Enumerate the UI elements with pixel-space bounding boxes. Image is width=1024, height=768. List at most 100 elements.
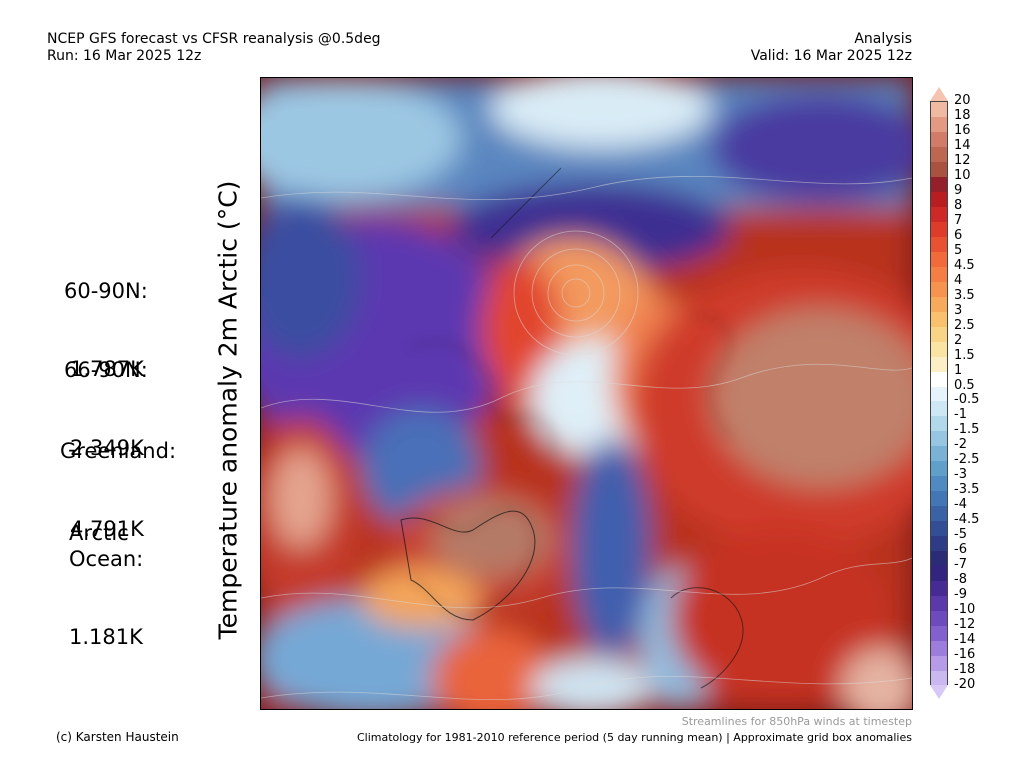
colorbar-tick-label: 2.5 xyxy=(954,317,975,333)
colorbar-tick-label: 1 xyxy=(954,362,963,378)
colorbar-tick-label: -7 xyxy=(954,557,967,573)
colorbar-segment xyxy=(931,326,947,343)
colorbar-segment xyxy=(931,581,947,597)
colorbar-segment xyxy=(931,102,947,118)
colorbar-tick-label: 7 xyxy=(954,212,963,228)
colorbar-segment xyxy=(931,236,947,253)
colorbar-tick-label: 12 xyxy=(954,152,971,168)
colorbar-segment xyxy=(931,341,947,358)
colorbar-segment xyxy=(931,311,947,328)
colorbar-segment xyxy=(931,671,947,687)
colorbar-segment xyxy=(931,386,947,402)
colorbar-segment xyxy=(931,146,947,163)
colorbar-tick-label: -14 xyxy=(954,632,976,648)
stat-value: 1.787K xyxy=(70,357,144,381)
stat-60-90n: 60-90N: 1.787K xyxy=(64,226,148,408)
colorbar-segment xyxy=(931,641,947,657)
colorbar-segment xyxy=(931,476,947,492)
colorbar-tick-label: 3.5 xyxy=(954,287,975,303)
colorbar-segment xyxy=(931,431,947,447)
colorbar-tick-label: -3.5 xyxy=(954,482,980,498)
colorbar-segment xyxy=(931,296,947,313)
colorbar-segment xyxy=(931,131,947,148)
colorbar-tick-label: -9 xyxy=(954,587,967,603)
colorbar-tick-label: 10 xyxy=(954,167,971,183)
colorbar-scale xyxy=(930,101,948,687)
colorbar-segment xyxy=(931,506,947,522)
colorbar-segment xyxy=(931,356,947,373)
stat-66-90n: 66-90N: 2.349K xyxy=(64,305,148,487)
colorbar-segment xyxy=(931,656,947,672)
colorbar-segment xyxy=(931,611,947,627)
colorbar-segment xyxy=(931,281,947,298)
y-axis-label: Temperature anomaly 2m Arctic (°C) xyxy=(213,180,243,640)
colorbar-tick-label: 16 xyxy=(954,122,971,138)
colorbar-tick-label: 0.5 xyxy=(954,377,975,393)
colorbar-tick-label: 3 xyxy=(954,302,963,318)
anomaly-map xyxy=(260,77,913,710)
colorbar xyxy=(930,87,948,699)
colorbar-segment xyxy=(931,491,947,507)
stat-greenland: Greenland: 4.791K xyxy=(60,386,176,568)
stat-value: 4.791K xyxy=(70,517,144,541)
colorbar-segment xyxy=(931,416,947,432)
colorbar-segment xyxy=(931,251,947,268)
colorbar-tick-label: 14 xyxy=(954,137,971,153)
colorbar-tick-label: -6 xyxy=(954,542,967,558)
colorbar-segment xyxy=(931,176,947,193)
colorbar-tick-label: -20 xyxy=(954,677,976,692)
chart-title: NCEP GFS forecast vs CFSR reanalysis @0.… xyxy=(47,31,381,47)
colorbar-tick-label: -16 xyxy=(954,647,976,663)
colorbar-segment xyxy=(931,206,947,223)
colorbar-tick-label: -1.5 xyxy=(954,422,980,438)
colorbar-tick-label: 4 xyxy=(954,272,963,288)
colorbar-tick-label: 20 xyxy=(954,93,971,108)
colorbar-tick-label: -4 xyxy=(954,497,967,513)
colorbar-tick-label: -5 xyxy=(954,527,967,543)
colorbar-segment xyxy=(931,116,947,133)
colorbar-segment xyxy=(931,536,947,552)
colorbar-segment xyxy=(931,221,947,238)
colorbar-segment xyxy=(931,161,947,178)
colorbar-tick-label: -18 xyxy=(954,662,976,678)
header-left: NCEP GFS forecast vs CFSR reanalysis @0.… xyxy=(47,31,381,65)
colorbar-tick-label: -2.5 xyxy=(954,452,980,468)
colorbar-min-arrow xyxy=(930,685,948,699)
colorbar-segment xyxy=(931,266,947,283)
colorbar-segment xyxy=(931,461,947,477)
colorbar-tick-label: -8 xyxy=(954,572,967,588)
colorbar-tick-label: 6 xyxy=(954,227,963,243)
stat-arctic-ocean: Arctic Ocean: 1.181K xyxy=(69,468,143,676)
stat-label: 66-90N: xyxy=(64,358,148,382)
colorbar-tick-label: 2 xyxy=(954,332,963,348)
colorbar-segment xyxy=(931,596,947,612)
colorbar-segment xyxy=(931,191,947,208)
map-canvas xyxy=(261,78,912,709)
colorbar-tick-label: -1 xyxy=(954,407,967,423)
colorbar-tick-label: 1.5 xyxy=(954,347,975,363)
mode-label: Analysis xyxy=(854,31,912,47)
colorbar-tick-label: -2 xyxy=(954,437,967,453)
colorbar-tick-label: 18 xyxy=(954,107,971,123)
colorbar-segment xyxy=(931,566,947,582)
valid-time: Valid: 16 Mar 2025 12z xyxy=(750,48,912,64)
colorbar-segment xyxy=(931,446,947,462)
stat-label: Arctic Ocean: xyxy=(69,521,144,571)
colorbar-segment xyxy=(931,551,947,567)
colorbar-tick-label: -0.5 xyxy=(954,392,980,408)
stat-value: 2.349K xyxy=(70,436,144,460)
colorbar-tick-label: 8 xyxy=(954,197,963,213)
stat-label: 60-90N: xyxy=(64,279,148,303)
colorbar-tick-label: 5 xyxy=(954,242,963,258)
run-time: Run: 16 Mar 2025 12z xyxy=(47,48,202,64)
stat-label: Greenland: xyxy=(60,439,177,463)
credit: (c) Karsten Haustein xyxy=(56,730,179,744)
colorbar-tick-label: -3 xyxy=(954,467,967,483)
streamline-note: Streamlines for 850hPa winds at timestep xyxy=(681,715,912,728)
colorbar-tick-label: 9 xyxy=(954,182,963,198)
colorbar-max-arrow xyxy=(930,87,948,101)
colorbar-tick-label: -4.5 xyxy=(954,512,980,528)
colorbar-segment xyxy=(931,626,947,642)
colorbar-tick-label: 4.5 xyxy=(954,257,975,273)
colorbar-segment xyxy=(931,371,947,387)
